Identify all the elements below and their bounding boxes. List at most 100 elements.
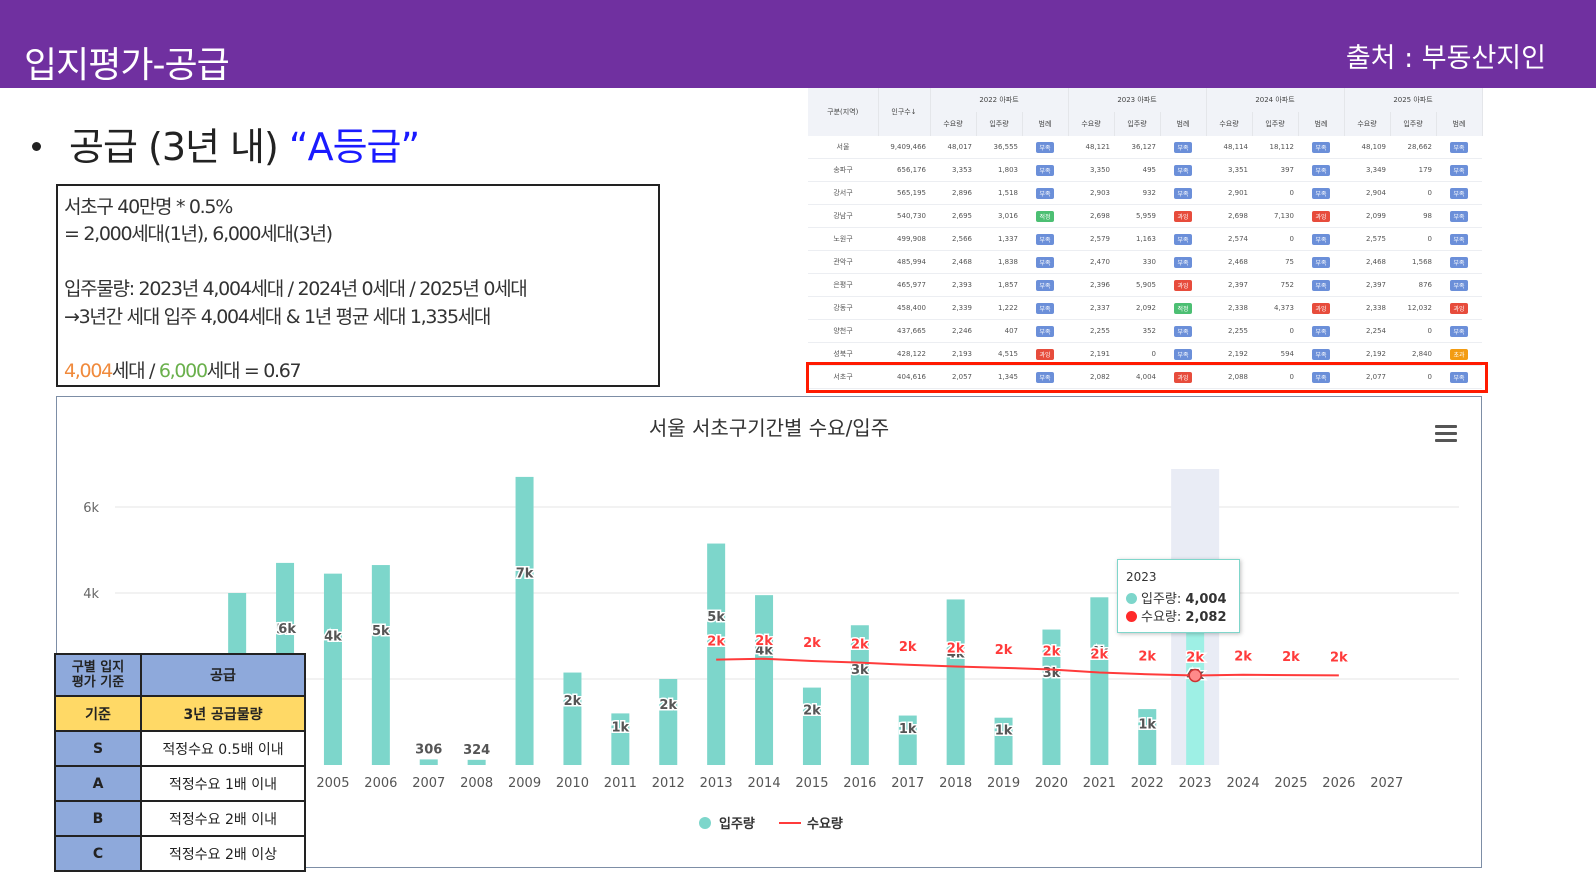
slide-title: 입지평가-공급 xyxy=(24,45,230,86)
region-cell[interactable]: 관악구 xyxy=(808,250,878,274)
demand-dot-icon xyxy=(1126,611,1137,622)
calc-line-4: →3년간 세대 입주 4,004세대 & 1년 평균 세대 1,335세대 xyxy=(64,306,491,328)
slide-header: 입지평가-공급 출처 : 부동산지인 xyxy=(0,0,1596,88)
supply-cell: 18,112 xyxy=(1252,136,1298,159)
demand-cell: 2,246 xyxy=(930,319,976,343)
x-tick-label: 2020 xyxy=(1035,776,1068,791)
status-badge: 부족 xyxy=(1450,256,1468,268)
supply-cell: 179 xyxy=(1390,158,1436,182)
supply-bar xyxy=(707,543,726,765)
source-label: 출처 : 부동산지인 xyxy=(1345,43,1546,74)
demand-cell: 48,017 xyxy=(930,136,976,159)
legend-cell: 부족 xyxy=(1022,181,1068,205)
legend-cell: 부족 xyxy=(1022,250,1068,274)
table-row: 성북구 428,122 2,193 4,515 과잉 2,191 0 부족 2,192 594 부족… xyxy=(808,342,1482,366)
sub-col-header: 입주량 xyxy=(1390,112,1437,136)
legend-cell: 부족 xyxy=(1436,158,1482,182)
legend-cell: 초과 xyxy=(1436,342,1482,366)
legend-cell: 부족 xyxy=(1160,227,1206,251)
demand-cell: 2,339 xyxy=(930,296,976,320)
x-tick-label: 2010 xyxy=(556,776,589,791)
grade-c-desc: 적정수요 2배 이상 xyxy=(140,835,306,872)
grade-a-desc: 적정수요 1배 이내 xyxy=(140,765,306,802)
demand-cell: 2,470 xyxy=(1068,250,1114,274)
col-population[interactable]: 인구수↓ xyxy=(878,88,931,136)
standard-left: 기준 xyxy=(54,695,142,732)
bar-data-label: 2k xyxy=(564,694,582,709)
demand-cell: 2,901 xyxy=(1206,181,1252,205)
line-data-label: 2k xyxy=(755,634,773,649)
status-badge: 과잉 xyxy=(1450,302,1468,314)
region-cell[interactable]: 서울 xyxy=(808,136,878,159)
seocho-highlight-box xyxy=(806,362,1488,393)
status-badge: 부족 xyxy=(1036,325,1054,337)
supply-cell: 0 xyxy=(1390,181,1436,205)
population-cell: 656,176 xyxy=(878,158,930,182)
sub-col-header: 수요량 xyxy=(930,112,977,136)
legend-cell: 부족 xyxy=(1022,136,1068,159)
line-data-label: 2k xyxy=(803,636,821,651)
region-cell[interactable]: 양천구 xyxy=(808,319,878,343)
region-cell[interactable]: 서초구 xyxy=(808,365,878,389)
population-cell: 437,665 xyxy=(878,319,930,343)
status-badge: 부족 xyxy=(1450,279,1468,291)
legend-cell: 부족 xyxy=(1160,158,1206,182)
bar-data-label: 5k xyxy=(372,624,390,639)
status-badge: 부족 xyxy=(1036,256,1054,268)
bar-data-label: 6k xyxy=(278,622,296,637)
status-badge: 부족 xyxy=(1174,187,1192,199)
grade-s: S xyxy=(54,730,142,767)
supply-cell: 495 xyxy=(1114,158,1160,182)
supply-cell: 75 xyxy=(1252,250,1298,274)
legend-cell: 부족 xyxy=(1022,273,1068,297)
status-badge: 부족 xyxy=(1450,141,1468,153)
region-cell[interactable]: 은평구 xyxy=(808,273,878,297)
supply-cell: 0 xyxy=(1252,227,1298,251)
status-badge: 부족 xyxy=(1174,141,1192,153)
supply-cell: 752 xyxy=(1252,273,1298,297)
sub-col-header: 수요량 xyxy=(1068,112,1115,136)
sub-col-header: 범례 xyxy=(1160,112,1207,136)
sub-col-header: 수요량 xyxy=(1344,112,1391,136)
line-data-label: 2k xyxy=(1282,650,1300,665)
status-badge: 부족 xyxy=(1312,233,1330,245)
status-badge: 부족 xyxy=(1312,279,1330,291)
region-cell[interactable]: 노원구 xyxy=(808,227,878,251)
supply-cell: 397 xyxy=(1252,158,1298,182)
x-tick-label: 2027 xyxy=(1370,776,1403,791)
hamburger-menu-icon[interactable] xyxy=(1435,425,1457,443)
demand-cell: 2,397 xyxy=(1206,273,1252,297)
table-row: 노원구 499,908 2,566 1,337 부족 2,579 1,163 부족 2,574 0… xyxy=(808,227,1482,251)
region-cell[interactable]: 성북구 xyxy=(808,342,878,366)
legend-cell: 적정 xyxy=(1022,204,1068,228)
supply-cell: 98 xyxy=(1390,204,1436,228)
bar-data-label: 3k xyxy=(1043,666,1061,681)
demand-cell: 48,114 xyxy=(1206,136,1252,159)
legend-cell: 부족 xyxy=(1298,342,1344,366)
status-badge: 부족 xyxy=(1036,187,1054,199)
legend-cell: 부족 xyxy=(1298,136,1344,159)
supply-bar xyxy=(946,599,965,765)
demand-cell: 2,695 xyxy=(930,204,976,228)
supply-cell: 0 xyxy=(1390,319,1436,343)
region-cell[interactable]: 송파구 xyxy=(808,158,878,182)
status-badge: 부족 xyxy=(1312,371,1330,383)
legend-cell: 과잉 xyxy=(1298,204,1344,228)
line-data-label: 2k xyxy=(899,640,917,655)
sub-col-header: 입주량 xyxy=(1252,112,1299,136)
supply-cell: 2,840 xyxy=(1390,342,1436,366)
y-tick-label: 4k xyxy=(83,587,99,602)
region-cell[interactable]: 강남구 xyxy=(808,204,878,228)
grade-a: A xyxy=(54,765,142,802)
legend-cell: 부족 xyxy=(1436,136,1482,159)
bar-data-label: 5k xyxy=(707,610,725,625)
supply-cell: 1,568 xyxy=(1390,250,1436,274)
region-cell[interactable]: 강동구 xyxy=(808,296,878,320)
region-cell[interactable]: 강서구 xyxy=(808,181,878,205)
supply-bar xyxy=(467,759,486,765)
supply-bar xyxy=(1138,709,1157,765)
demand-cell: 3,350 xyxy=(1068,158,1114,182)
status-badge: 과잉 xyxy=(1036,348,1054,360)
status-badge: 과잉 xyxy=(1312,302,1330,314)
grade-criteria-table: 구별 입지 평가 기준 공급 기준 3년 공급물량 S 적정수요 0.5배 이내 A… xyxy=(54,653,306,872)
